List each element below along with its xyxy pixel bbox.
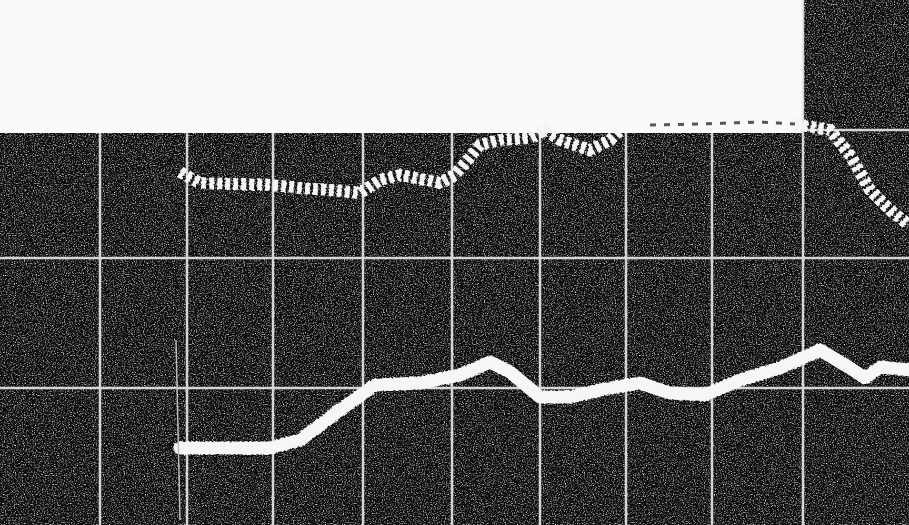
noise-corner [803, 0, 909, 133]
lower-trace [173, 343, 909, 455]
paper-top [0, 0, 909, 133]
marker-line [175, 339, 181, 521]
upper-trace-right [793, 118, 909, 230]
upper-trace [177, 123, 625, 200]
upper-trace-faint [649, 120, 796, 127]
noise [0, 133, 909, 525]
